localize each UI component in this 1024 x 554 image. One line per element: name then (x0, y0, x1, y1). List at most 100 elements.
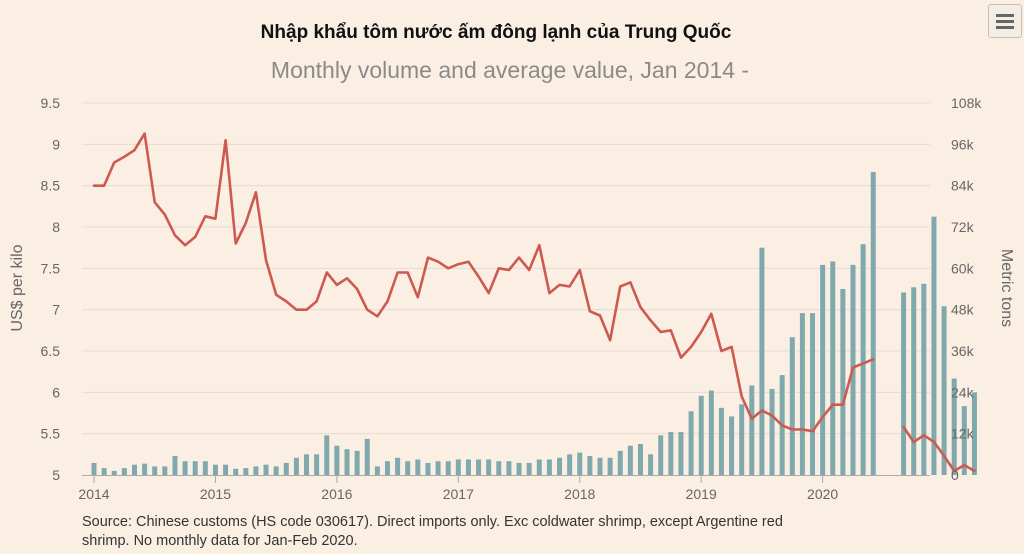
volume-bar (435, 461, 441, 475)
price-line-segment (902, 425, 976, 473)
chart-title: Nhập khẩu tôm nước ấm đông lạnh của Trun… (261, 22, 732, 43)
volume-bar (931, 216, 937, 475)
axes: 5 5.5 6 6.5 7 7.5 8 8.5 9 9.5 0 12k 24k 36k 48k 60k 72k 8… (41, 95, 983, 502)
y-right-tick-label: 36k (951, 343, 975, 359)
volume-bar (749, 385, 755, 475)
y-right-tick-label: 24k (951, 384, 975, 400)
volume-bar (405, 461, 411, 475)
volume-bar (142, 463, 148, 475)
volume-bar (789, 337, 795, 475)
volume-bar (739, 404, 745, 475)
y-left-tick-label: 9.5 (41, 95, 61, 111)
volume-bar (567, 454, 573, 475)
volume-bar (131, 464, 137, 475)
y-right-tick-label: 60k (951, 260, 975, 276)
volume-bar (799, 313, 805, 475)
y-left-tick-label: 5 (52, 467, 60, 483)
volume-bar (911, 287, 917, 475)
y-left-tick-label: 7 (52, 302, 60, 318)
volume-bar (223, 464, 229, 475)
volume-bar (91, 462, 97, 475)
source-note-line-1: Source: Chinese customs (HS code 030617)… (82, 514, 783, 530)
y-left-tick-label: 9 (52, 136, 60, 152)
volume-bar (971, 392, 977, 475)
volume-bar (243, 468, 249, 475)
volume-bar (698, 395, 704, 475)
volume-bar (951, 378, 957, 475)
x-tick-label: 2018 (564, 486, 595, 502)
volume-bar (870, 171, 876, 475)
volume-bar (304, 454, 310, 475)
volume-bar (374, 466, 380, 475)
volume-bar (273, 466, 279, 475)
volume-bar (637, 444, 643, 475)
volume-bar (324, 435, 330, 475)
y-right-tick-label: 84k (951, 178, 975, 194)
y-left-tick-label: 8 (52, 219, 60, 235)
volume-bar (648, 454, 654, 475)
x-tick-label: 2017 (443, 486, 474, 502)
y-right-tick-label: 0 (951, 467, 959, 483)
y-left-tick-label: 8.5 (41, 178, 61, 194)
y-left-tick-label: 7.5 (41, 260, 61, 276)
volume-bar (395, 457, 401, 475)
volume-bar (557, 457, 563, 475)
source-note-line-2: shrimp. No monthly data for Jan-Feb 2020… (82, 533, 358, 549)
y-right-tick-label: 96k (951, 136, 975, 152)
volume-bar (546, 459, 552, 475)
volume-bar (415, 459, 421, 475)
volume-bar (901, 292, 907, 475)
volume-bar (607, 457, 613, 475)
volume-bar (860, 244, 866, 475)
volume-bar (597, 457, 603, 475)
price-line-segment (92, 132, 875, 433)
volume-bar (617, 450, 623, 475)
volume-bar (921, 283, 927, 475)
y-right-axis-title: Metric tons (998, 249, 1015, 327)
volume-bar (506, 461, 512, 475)
volume-bar (445, 461, 451, 475)
volume-bar (961, 406, 967, 475)
volume-bar (455, 459, 461, 475)
volume-bar (708, 390, 714, 475)
price-line (92, 132, 976, 473)
volume-bar (587, 456, 593, 475)
volume-bar (233, 468, 239, 475)
y-left-axis-title: US$ per kilo (9, 244, 26, 331)
y-left-tick-label: 6 (52, 384, 60, 400)
volume-bar (212, 464, 218, 475)
volume-bar (354, 450, 360, 475)
volume-bar (577, 452, 583, 475)
volume-bar (830, 261, 836, 475)
volume-bar (111, 470, 117, 475)
volume-bar (718, 407, 724, 475)
volume-bar (536, 459, 542, 475)
volume-bar (688, 411, 694, 475)
volume-bar (820, 264, 826, 475)
x-tick-label: 2015 (200, 486, 231, 502)
volume-bar (121, 468, 127, 475)
volume-bar (496, 461, 502, 475)
volume-bar (192, 461, 198, 475)
y-right-tick-label: 48k (951, 302, 975, 318)
volume-bar (769, 388, 775, 475)
volume-bar (172, 456, 178, 475)
chart-menu-button[interactable] (988, 4, 1022, 38)
volume-bar (465, 459, 471, 475)
volume-bar (283, 462, 289, 475)
volume-bar (202, 461, 208, 475)
y-left-tick-label: 6.5 (41, 343, 61, 359)
volume-bar (182, 461, 188, 475)
volume-bar (334, 445, 340, 475)
volume-bar (516, 462, 522, 475)
volume-bar (344, 449, 350, 475)
volume-bar (263, 464, 269, 475)
x-tick-label: 2016 (321, 486, 352, 502)
x-tick-label: 2020 (807, 486, 838, 502)
volume-bar (678, 431, 684, 475)
y-right-tick-label: 12k (951, 426, 975, 442)
volume-bar (152, 466, 158, 475)
volume-bar (810, 313, 816, 475)
volume-bar (941, 306, 947, 475)
